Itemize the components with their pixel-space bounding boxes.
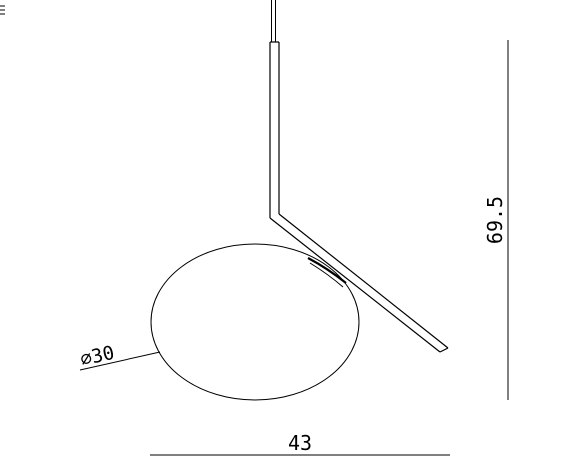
sphere-joint [307, 257, 347, 288]
width-label: 43 [288, 431, 312, 455]
glass-sphere [150, 243, 360, 401]
corner-marker [0, 5, 5, 15]
diameter-dimension: ⌀30 [78, 342, 161, 371]
width-dimension: 43 [150, 431, 450, 456]
diameter-label: ⌀30 [78, 342, 116, 371]
height-dimension: 69.5 [483, 40, 509, 400]
lamp-arm [269, 41, 449, 353]
height-label: 69.5 [483, 196, 507, 244]
suspension-cable [271, 0, 276, 42]
